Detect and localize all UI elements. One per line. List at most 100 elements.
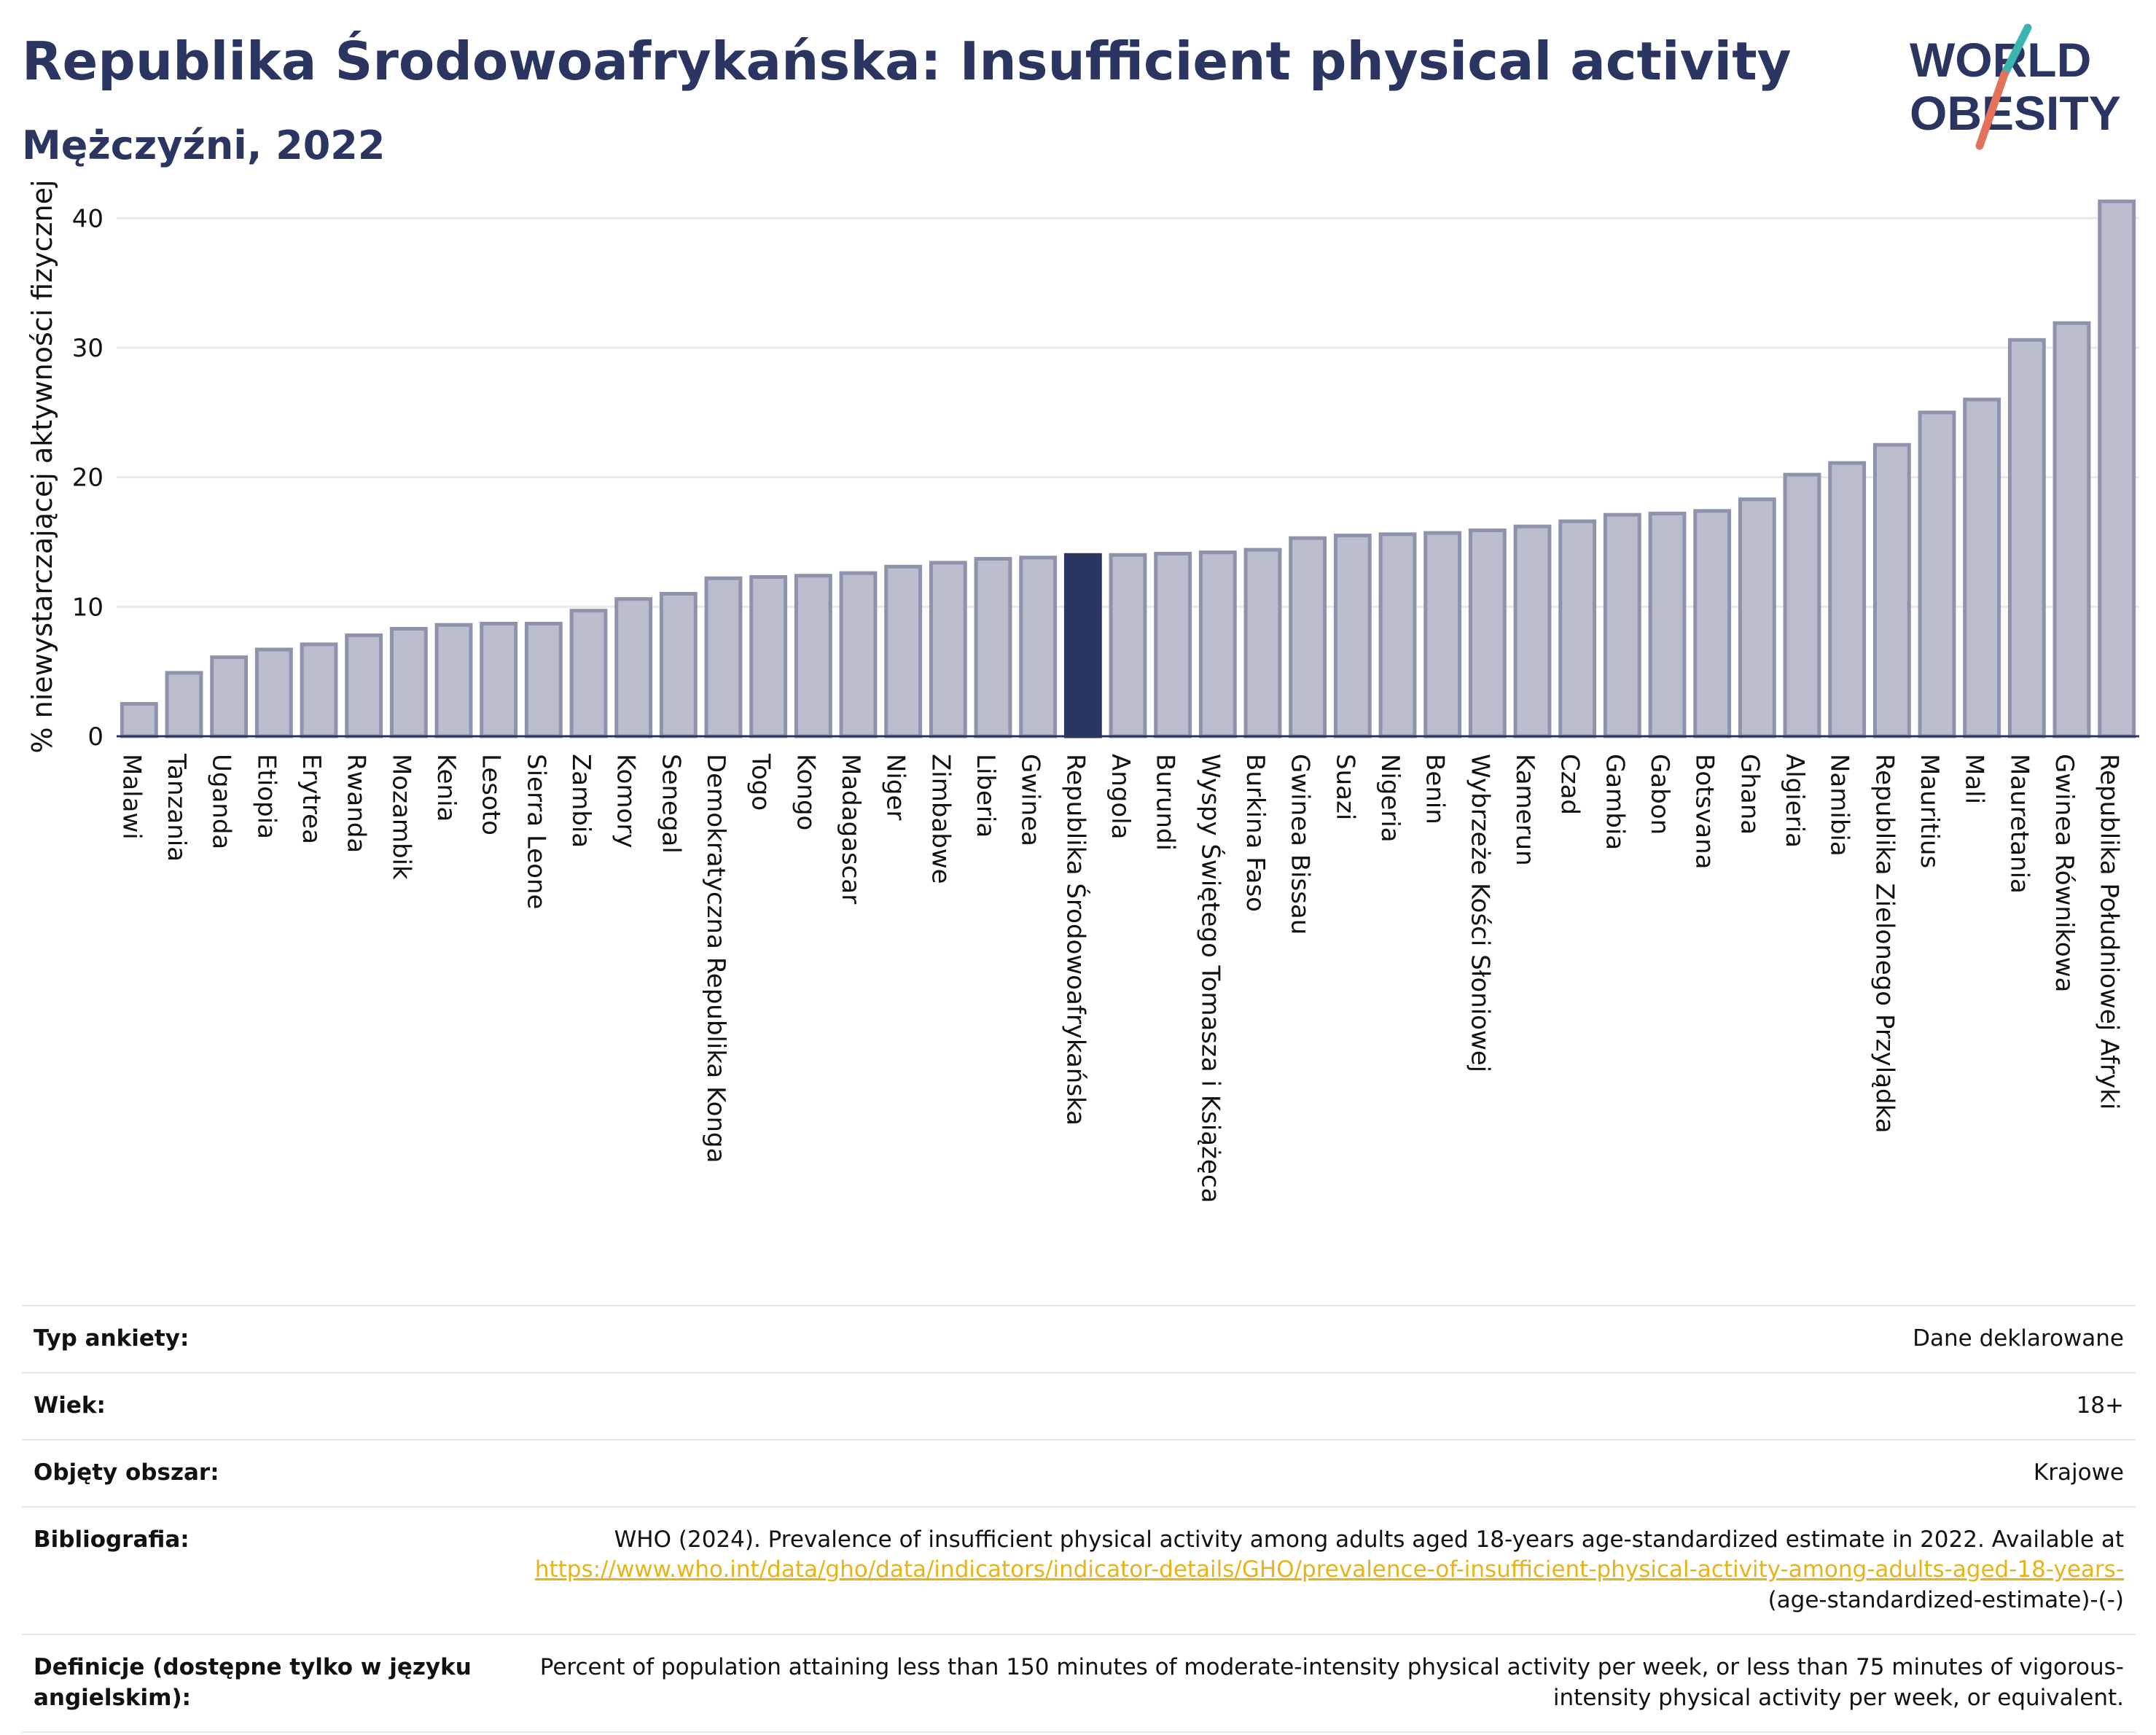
bibliography-row: Bibliografia: WHO (2024). Prevalence of … <box>22 1505 2136 1636</box>
bar <box>1738 497 1776 738</box>
x-tick-label: Nigeria <box>1375 754 1405 843</box>
y-tick-label: 30 <box>72 334 103 363</box>
x-tick-label: Benin <box>1421 754 1450 824</box>
x-tick-label: Kongo <box>791 754 820 830</box>
definition-value: Percent of population attaining less tha… <box>497 1634 2136 1733</box>
x-tick-label: Mozambik <box>386 754 415 880</box>
x-tick-label: Kamerun <box>1510 754 1539 866</box>
x-tick-label: Senegal <box>656 754 685 854</box>
bar <box>1963 397 2001 738</box>
definition-row: Definicje (dostępne tylko w języku angie… <box>22 1634 2136 1733</box>
bar <box>1872 442 1911 738</box>
bar <box>749 574 788 738</box>
bar <box>1198 550 1237 738</box>
age-row: Wiek: 18+ <box>22 1371 2136 1440</box>
x-tick-label: Sierra Leone <box>521 754 550 909</box>
x-tick-label: Republika Zielonego Przylądka <box>1870 754 1899 1134</box>
x-tick-label: Republika Środowoafrykańska <box>1061 754 1090 1126</box>
x-tick-label: Rwanda <box>342 754 371 853</box>
bar <box>1019 555 1058 738</box>
x-tick-label: Gwinea Bissau <box>1286 754 1315 935</box>
bar <box>389 627 428 738</box>
definition-label: Definicje (dostępne tylko w języku angie… <box>22 1634 497 1733</box>
bar <box>1918 410 1956 738</box>
bar <box>1333 534 1372 738</box>
bar <box>480 621 518 738</box>
y-tick-label: 10 <box>72 593 103 622</box>
coverage-label: Objęty obszar: <box>22 1438 497 1508</box>
bar <box>1423 531 1462 738</box>
bar <box>659 592 698 738</box>
bar <box>165 671 203 738</box>
x-tick-label: Lesoto <box>477 754 506 835</box>
x-tick-label: Etiopia <box>251 754 281 839</box>
bar <box>1828 461 1867 738</box>
bar <box>1154 551 1192 738</box>
x-tick-label: Demokratyczna Republika Konga <box>701 754 730 1163</box>
x-tick-label: Niger <box>881 754 910 820</box>
x-tick-label: Algieria <box>1780 754 1809 848</box>
bar <box>210 655 249 738</box>
logo-slash-teal <box>2000 23 2032 79</box>
y-axis-ticks: 0 10 20 30 40 <box>72 204 103 752</box>
x-tick-label: Czad <box>1555 754 1585 815</box>
x-tick-label: Mauritius <box>1915 754 1944 868</box>
logo-slash-red <box>1975 70 2009 150</box>
bibliography-link[interactable]: https://www.who.int/data/gho/data/indica… <box>534 1556 2124 1583</box>
x-tick-label: Wyspy Świętego Tomasza i Książęca <box>1195 754 1225 1203</box>
x-tick-label: Wybrzeże Kości Słoniowej <box>1465 754 1494 1072</box>
bar <box>120 702 158 738</box>
bar <box>1558 519 1597 738</box>
y-tick-label: 40 <box>72 204 103 233</box>
x-axis-labels: Malawi Tanzania Uganda Etiopia Erytrea Rwanda… <box>117 753 2123 1203</box>
bar <box>1648 511 1687 738</box>
x-tick-label: Erytrea <box>297 754 326 844</box>
x-tick-label: Angola <box>1106 754 1135 839</box>
bar <box>524 621 563 738</box>
bar <box>2098 199 2136 738</box>
coverage-value: Krajowe <box>497 1438 2136 1508</box>
x-tick-label: Ghana <box>1735 754 1764 835</box>
y-tick-label: 20 <box>72 464 103 493</box>
metadata-table: Typ ankiety: Dane deklarowane Wiek: 18+ … <box>22 1305 2136 1733</box>
logo-line2: OBESITY <box>1910 86 2121 140</box>
x-tick-label: Uganda <box>207 754 236 849</box>
age-value: 18+ <box>497 1371 2136 1440</box>
x-tick-label: Tanzania <box>162 753 191 862</box>
bars <box>120 199 2136 738</box>
bar <box>884 564 923 738</box>
bar <box>300 642 338 738</box>
x-tick-label: Burkina Faso <box>1241 754 1270 912</box>
bibliography-text: WHO (2024). Prevalence of insufficient p… <box>614 1526 2124 1553</box>
survey-type-row: Typ ankiety: Dane deklarowane <box>22 1305 2136 1373</box>
x-tick-label: Botsvana <box>1690 754 1719 870</box>
bar-highlighted <box>1063 553 1102 738</box>
bar <box>839 571 878 738</box>
bibliography-tail: (age-standardized-estimate)-(-) <box>1768 1587 2124 1614</box>
bar <box>1693 509 1732 738</box>
x-tick-label: Gabon <box>1645 754 1674 835</box>
age-label: Wiek: <box>22 1371 497 1440</box>
x-tick-label: Kenia <box>431 754 461 822</box>
x-tick-label: Gwinea <box>1016 754 1045 846</box>
x-tick-label: Mali <box>1960 754 1989 804</box>
bar <box>614 597 653 738</box>
x-tick-label: Gambia <box>1600 754 1629 850</box>
bar <box>1378 532 1417 738</box>
bar <box>794 574 832 738</box>
bar <box>1603 512 1641 738</box>
x-tick-label: Namibia <box>1825 754 1854 857</box>
bar <box>1468 528 1507 738</box>
page-subtitle: Mężczyźni, 2022 <box>22 122 386 168</box>
y-tick-label: 0 <box>87 722 103 752</box>
bar <box>1513 524 1552 738</box>
world-obesity-logo: WORLD OBESITY <box>1910 23 2121 150</box>
y-axis-title: % niewystarczającej aktywności fizycznej <box>26 179 58 754</box>
coverage-row: Objęty obszar: Krajowe <box>22 1438 2136 1508</box>
survey-type-label: Typ ankiety: <box>22 1305 497 1373</box>
x-tick-label: Mauretania <box>2004 754 2034 894</box>
bar <box>345 633 383 738</box>
x-tick-label: Komory <box>612 754 641 848</box>
x-tick-label: Liberia <box>971 754 1000 838</box>
bibliography-label: Bibliografia: <box>22 1505 497 1636</box>
